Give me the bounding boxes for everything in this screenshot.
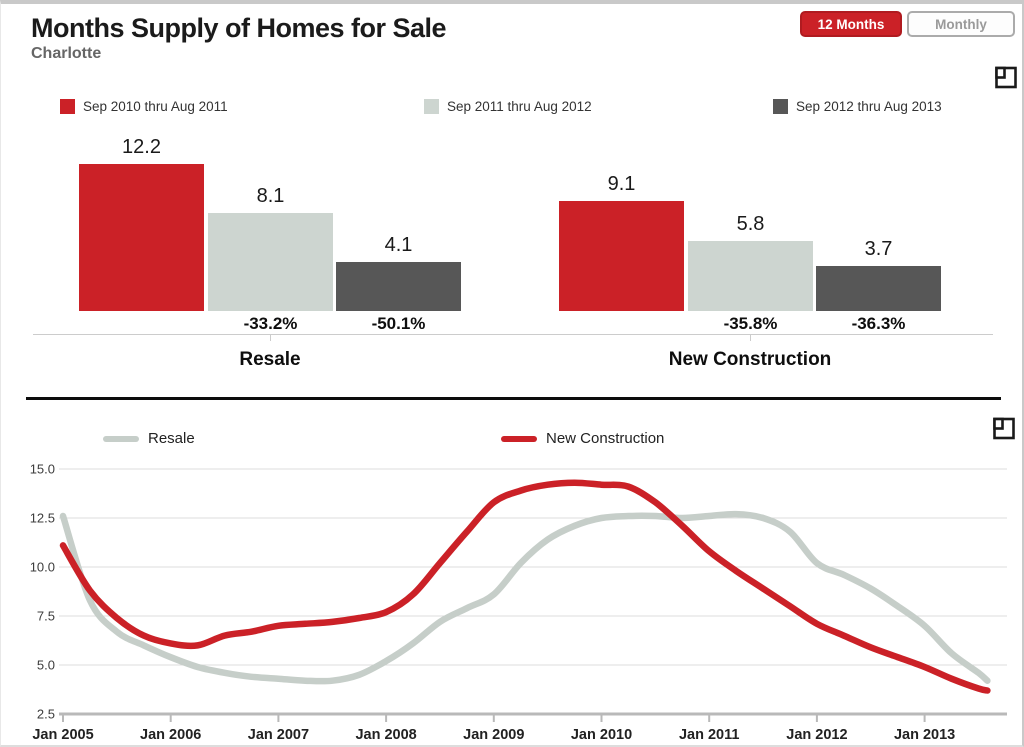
legend-line-swatch xyxy=(501,435,537,442)
legend-swatch xyxy=(773,99,788,114)
line-legend-item-new-construction[interactable]: New Construction xyxy=(501,430,664,447)
line-chart-context-menu-icon[interactable] xyxy=(992,414,1016,444)
y-axis-label: 5.0 xyxy=(37,658,55,673)
x-axis-label: Jan 2010 xyxy=(571,727,632,743)
page-subtitle: Charlotte xyxy=(31,45,102,62)
legend-label: Resale xyxy=(148,430,195,447)
bar-new-construction-series-1[interactable] xyxy=(688,241,813,311)
bar-pct-change-label: -36.3% xyxy=(851,314,906,333)
legend-label: Sep 2012 thru Aug 2013 xyxy=(796,99,942,114)
bar-value-label: 4.1 xyxy=(384,234,413,256)
bar-x-axis-line xyxy=(33,334,993,335)
legend-label: Sep 2010 thru Aug 2011 xyxy=(83,99,228,114)
y-axis-label: 10.0 xyxy=(30,560,55,575)
legend-label: Sep 2011 thru Aug 2012 xyxy=(447,99,592,114)
x-axis-label: Jan 2007 xyxy=(248,727,309,743)
legend-swatch xyxy=(60,99,75,114)
page-title: Months Supply of Homes for Sale xyxy=(31,13,447,43)
line-chart: 2.5 5.0 7.5 10.0 12.5 15.0 Jan 2005 Jan 2006 Jan… xyxy=(30,462,1007,743)
x-axis-label: Jan 2009 xyxy=(463,727,524,743)
series-line-resale[interactable] xyxy=(59,510,991,685)
bar-value-label: 12.2 xyxy=(122,136,161,158)
bar-pct-change-label: -35.8% xyxy=(723,314,778,333)
y-axis-label: 12.5 xyxy=(30,511,55,526)
x-axis-label: Jan 2013 xyxy=(894,727,955,743)
x-axis-label: Jan 2005 xyxy=(32,727,93,743)
bar-pct-change-label: -33.2% xyxy=(243,314,298,333)
x-axis-label: Jan 2012 xyxy=(786,727,847,743)
y-axis-label: 2.5 xyxy=(37,707,55,722)
bar-axis-tick xyxy=(750,335,751,341)
series-line-new-construction[interactable] xyxy=(59,479,991,694)
period-toggle-monthly[interactable]: Monthly xyxy=(907,11,1015,37)
legend-label: New Construction xyxy=(546,430,665,447)
bar-legend-item-2011-2012[interactable]: Sep 2011 thru Aug 2012 xyxy=(424,99,592,114)
x-axis-label: Jan 2008 xyxy=(355,727,416,743)
bar-legend-item-2012-2013[interactable]: Sep 2012 thru Aug 2013 xyxy=(773,99,942,114)
bar-category-label: Resale xyxy=(239,349,301,370)
bar-resale-series-1[interactable] xyxy=(208,213,333,311)
y-axis-label: 15.0 xyxy=(30,462,55,477)
bar-new-construction-series-0[interactable] xyxy=(559,201,684,311)
bar-category-label: New Construction xyxy=(668,349,832,370)
bar-resale-series-0[interactable] xyxy=(79,164,204,311)
bar-value-label: 9.1 xyxy=(607,173,636,195)
bar-value-label: 3.7 xyxy=(864,238,893,260)
line-legend-item-resale[interactable]: Resale xyxy=(103,430,195,447)
legend-line-swatch xyxy=(103,435,139,442)
bar-pct-change-label: -50.1% xyxy=(371,314,426,333)
legend-swatch xyxy=(424,99,439,114)
bar-legend-item-2010-2011[interactable]: Sep 2010 thru Aug 2011 xyxy=(60,99,228,114)
bar-value-label: 5.8 xyxy=(736,213,765,235)
bar-resale-series-2[interactable] xyxy=(336,262,461,311)
section-separator xyxy=(26,397,1001,400)
bar-chart-context-menu-icon[interactable] xyxy=(994,60,1018,90)
bar-axis-tick xyxy=(270,335,271,341)
x-axis-label: Jan 2011 xyxy=(679,727,739,743)
y-axis-label: 7.5 xyxy=(37,609,55,624)
bar-new-construction-series-2[interactable] xyxy=(816,266,941,311)
x-axis-label: Jan 2006 xyxy=(140,727,201,743)
bar-value-label: 8.1 xyxy=(256,185,285,207)
period-toggle-12-months[interactable]: 12 Months xyxy=(800,11,902,37)
